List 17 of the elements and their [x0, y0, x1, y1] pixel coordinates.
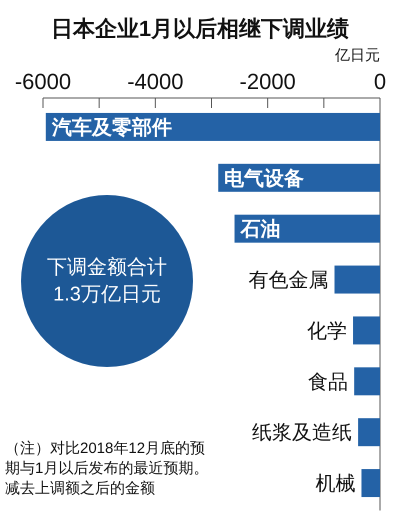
annotation: 1.3万亿日元 — [53, 284, 161, 306]
y-tick-label: 纸浆及造纸 — [252, 422, 352, 444]
y-tick-label: 机械 — [315, 473, 356, 496]
x-tick-label: -6000 — [14, 69, 72, 94]
y-tick-label: 石油 — [240, 218, 281, 241]
annotation: （注）对比2018年12月底的预期与1月以后发布的最近预期。减去上调额之后的金额 — [5, 440, 208, 497]
x-axis-title: 亿日元 — [334, 47, 380, 64]
x-tick-label: -4000 — [127, 69, 184, 94]
x-tick-label: 0 — [374, 69, 386, 94]
x-tick-label: -2000 — [240, 69, 296, 94]
chart-title: 日本企业1月以后相继下调业绩 — [50, 16, 350, 41]
y-tick-label: 化学 — [307, 320, 348, 342]
y-tick-label: 汽车及零部件 — [50, 116, 172, 139]
y-tick-label: 食品 — [308, 371, 348, 394]
y-tick-label: 电气设备 — [224, 168, 304, 190]
annotation: 下调金额合计 — [47, 256, 167, 278]
y-tick-label: 有色金属 — [248, 270, 329, 292]
